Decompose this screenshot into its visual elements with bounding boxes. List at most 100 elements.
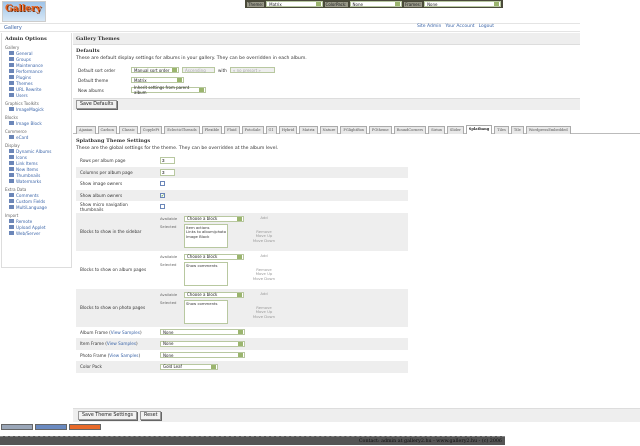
defaults-description: These are default display settings for a… [76,56,307,61]
gallery-logo[interactable]: Gallery [2,1,46,22]
selected-blocks-list[interactable]: Show comments [184,261,228,286]
sidebar-item-comments[interactable]: Comments [5,192,68,198]
sidebar-item-new-items[interactable]: New Items [5,166,68,172]
move-down-button[interactable]: Move Down [252,275,276,281]
defaults-title: Defaults [76,48,100,54]
view-samples-link[interactable]: View Samples [110,329,140,335]
colorpack-select[interactable]: None [349,1,403,7]
gallery-powered-badge[interactable] [69,424,101,430]
tab-pgtheme[interactable]: PGtheme [368,126,392,134]
remove-button[interactable]: Remove [256,228,272,234]
theme-select[interactable]: Matrix [266,1,323,7]
tab-flexible[interactable]: Flexible [201,126,223,134]
sidebar-item-multilanguage[interactable]: MultiLanguage [5,204,68,210]
view-samples-link[interactable]: View Samples [106,341,137,347]
selected-blocks-list[interactable]: Item actions Links to album/photo peers … [184,223,228,248]
tab-hybrid[interactable]: Hybrid [278,126,298,134]
sort-order-select[interactable]: Manual sort order [131,67,179,73]
tab-carbon[interactable]: Carbon [97,126,117,134]
sidebar-item-performance[interactable]: Performance [5,68,68,74]
logout-link[interactable]: Logout [478,24,494,29]
tab-ajaxian[interactable]: Ajaxian [76,126,96,134]
theme-label: Theme: [247,1,265,7]
theme-switcher-bar: Theme: Matrix ColorPack: None Frames: No… [245,0,503,8]
sidebar-item-remote[interactable]: Remote [5,218,68,224]
remove-button[interactable]: Remove [256,266,272,272]
w3c-badge[interactable] [1,424,33,430]
add-button[interactable]: Add [260,214,268,220]
sidebar-item-plugins[interactable]: Plugins [5,74,68,80]
tab-tiles[interactable]: Tiles [494,126,509,134]
sort-order-label: Default sort order [78,67,116,73]
available-block-select[interactable]: Choose a block [184,215,244,222]
tab-copyleft[interactable]: CopyleFt [139,126,163,134]
sidebar-item-icons[interactable]: Icons [5,154,68,160]
selected-blocks-list[interactable]: Show comments [184,299,228,324]
sidebar-item-url-rewrite[interactable]: URL Rewrite [5,86,68,92]
move-up-button[interactable]: Move Up [255,271,273,276]
chevron-down-icon [237,254,242,259]
show-image-owners-checkbox[interactable] [160,180,165,186]
tab-fluid[interactable]: Fluid [224,126,240,134]
sidebar-item-thumbnails[interactable]: Thumbnails [5,172,68,178]
presort-select[interactable]: « no presort » [229,67,275,73]
item-frame-select[interactable]: None [160,340,245,347]
tab-wordpressembedded[interactable]: WordpressEmbedded [525,126,571,134]
color-pack-select[interactable]: Gold Leaf [160,363,218,370]
your-account-link[interactable]: Your Account [445,24,475,29]
tab-tile[interactable]: Tile [510,126,524,134]
show-album-owners-checkbox[interactable]: ✔ [160,192,165,198]
available-block-select[interactable]: Choose a block [184,291,244,298]
move-up-button[interactable]: Move Up [255,233,273,238]
tab-pglightbox[interactable]: PGlightBox [340,126,367,134]
sidebar-item-upload-applet[interactable]: Upload Applet [5,224,68,230]
sidebar-item-groups[interactable]: Groups [5,56,68,62]
tab-fotosale[interactable]: FotoSale [241,126,264,134]
remove-button[interactable]: Remove [256,304,272,310]
sidebar-item-link-items[interactable]: Link Items [5,160,68,166]
sidebar-item-maintenance[interactable]: Maintenance [5,62,68,68]
sidebar-item-dynamic-albums[interactable]: Dynamic Albums [5,148,68,154]
breadcrumb-gallery[interactable]: Gallery [4,25,22,31]
sidebar-item-themes[interactable]: Themes [5,80,68,86]
tab-classic[interactable]: Classic [118,126,138,134]
sidebar-item-label: Web/Server [16,230,41,236]
tab-slider[interactable]: Slider [446,126,464,134]
sidebar-item-imagemagick[interactable]: ImageMagick [5,106,68,112]
gallery-badge[interactable] [35,424,67,430]
default-theme-select[interactable]: Matrix [131,77,184,83]
save-theme-settings-button[interactable]: Save Theme Settings [78,411,138,420]
move-up-button[interactable]: Move Up [255,309,273,314]
add-button[interactable]: Add [260,290,268,296]
sidebar-item-general[interactable]: General [5,50,68,56]
view-samples-link[interactable]: View Samples [109,352,139,358]
album-frame-select[interactable]: None [160,329,245,336]
columns-per-page-input[interactable] [160,168,175,176]
new-albums-select[interactable]: Inherit settings from parent album [131,85,206,95]
sidebar-item-ecard[interactable]: eCard [5,134,68,140]
tab-splatbang[interactable]: Splatbang [465,125,493,134]
save-defaults-button[interactable]: Save Defaults [76,100,118,109]
sidebar-item-web-server[interactable]: Web/Server [5,230,68,236]
tab-nature[interactable]: Nature [319,126,339,134]
tab-siriux[interactable]: Siriux [428,126,445,134]
rows-per-page-input[interactable] [160,157,175,165]
tab-roundcorners[interactable]: RoundCorners [393,126,427,134]
move-down-button[interactable]: Move Down [252,313,276,319]
site-admin-link[interactable]: Site Admin [416,24,442,29]
move-down-button[interactable]: Move Down [252,237,276,243]
tab-g1[interactable]: G1 [265,126,277,134]
sidebar-item-image-block[interactable]: Image Block [5,120,68,126]
sidebar-item-users[interactable]: Users [5,92,68,98]
sidebar-item-watermarks[interactable]: Watermarks [5,178,68,184]
frames-select[interactable]: None [424,1,501,7]
sidebar-item-custom-fields[interactable]: Custom Fields [5,198,68,204]
photo-frame-select[interactable]: None [160,352,245,359]
add-button[interactable]: Add [260,252,268,258]
sort-direction-select[interactable]: Ascending [182,67,215,73]
tab-eclecticthreads[interactable]: EclecticThreads [164,126,200,134]
show-micro-nav-checkbox[interactable] [160,203,165,209]
reset-button[interactable]: Reset [140,411,162,420]
available-block-select[interactable]: Choose a block [184,253,244,260]
tab-matrix[interactable]: Matrix [299,126,318,134]
